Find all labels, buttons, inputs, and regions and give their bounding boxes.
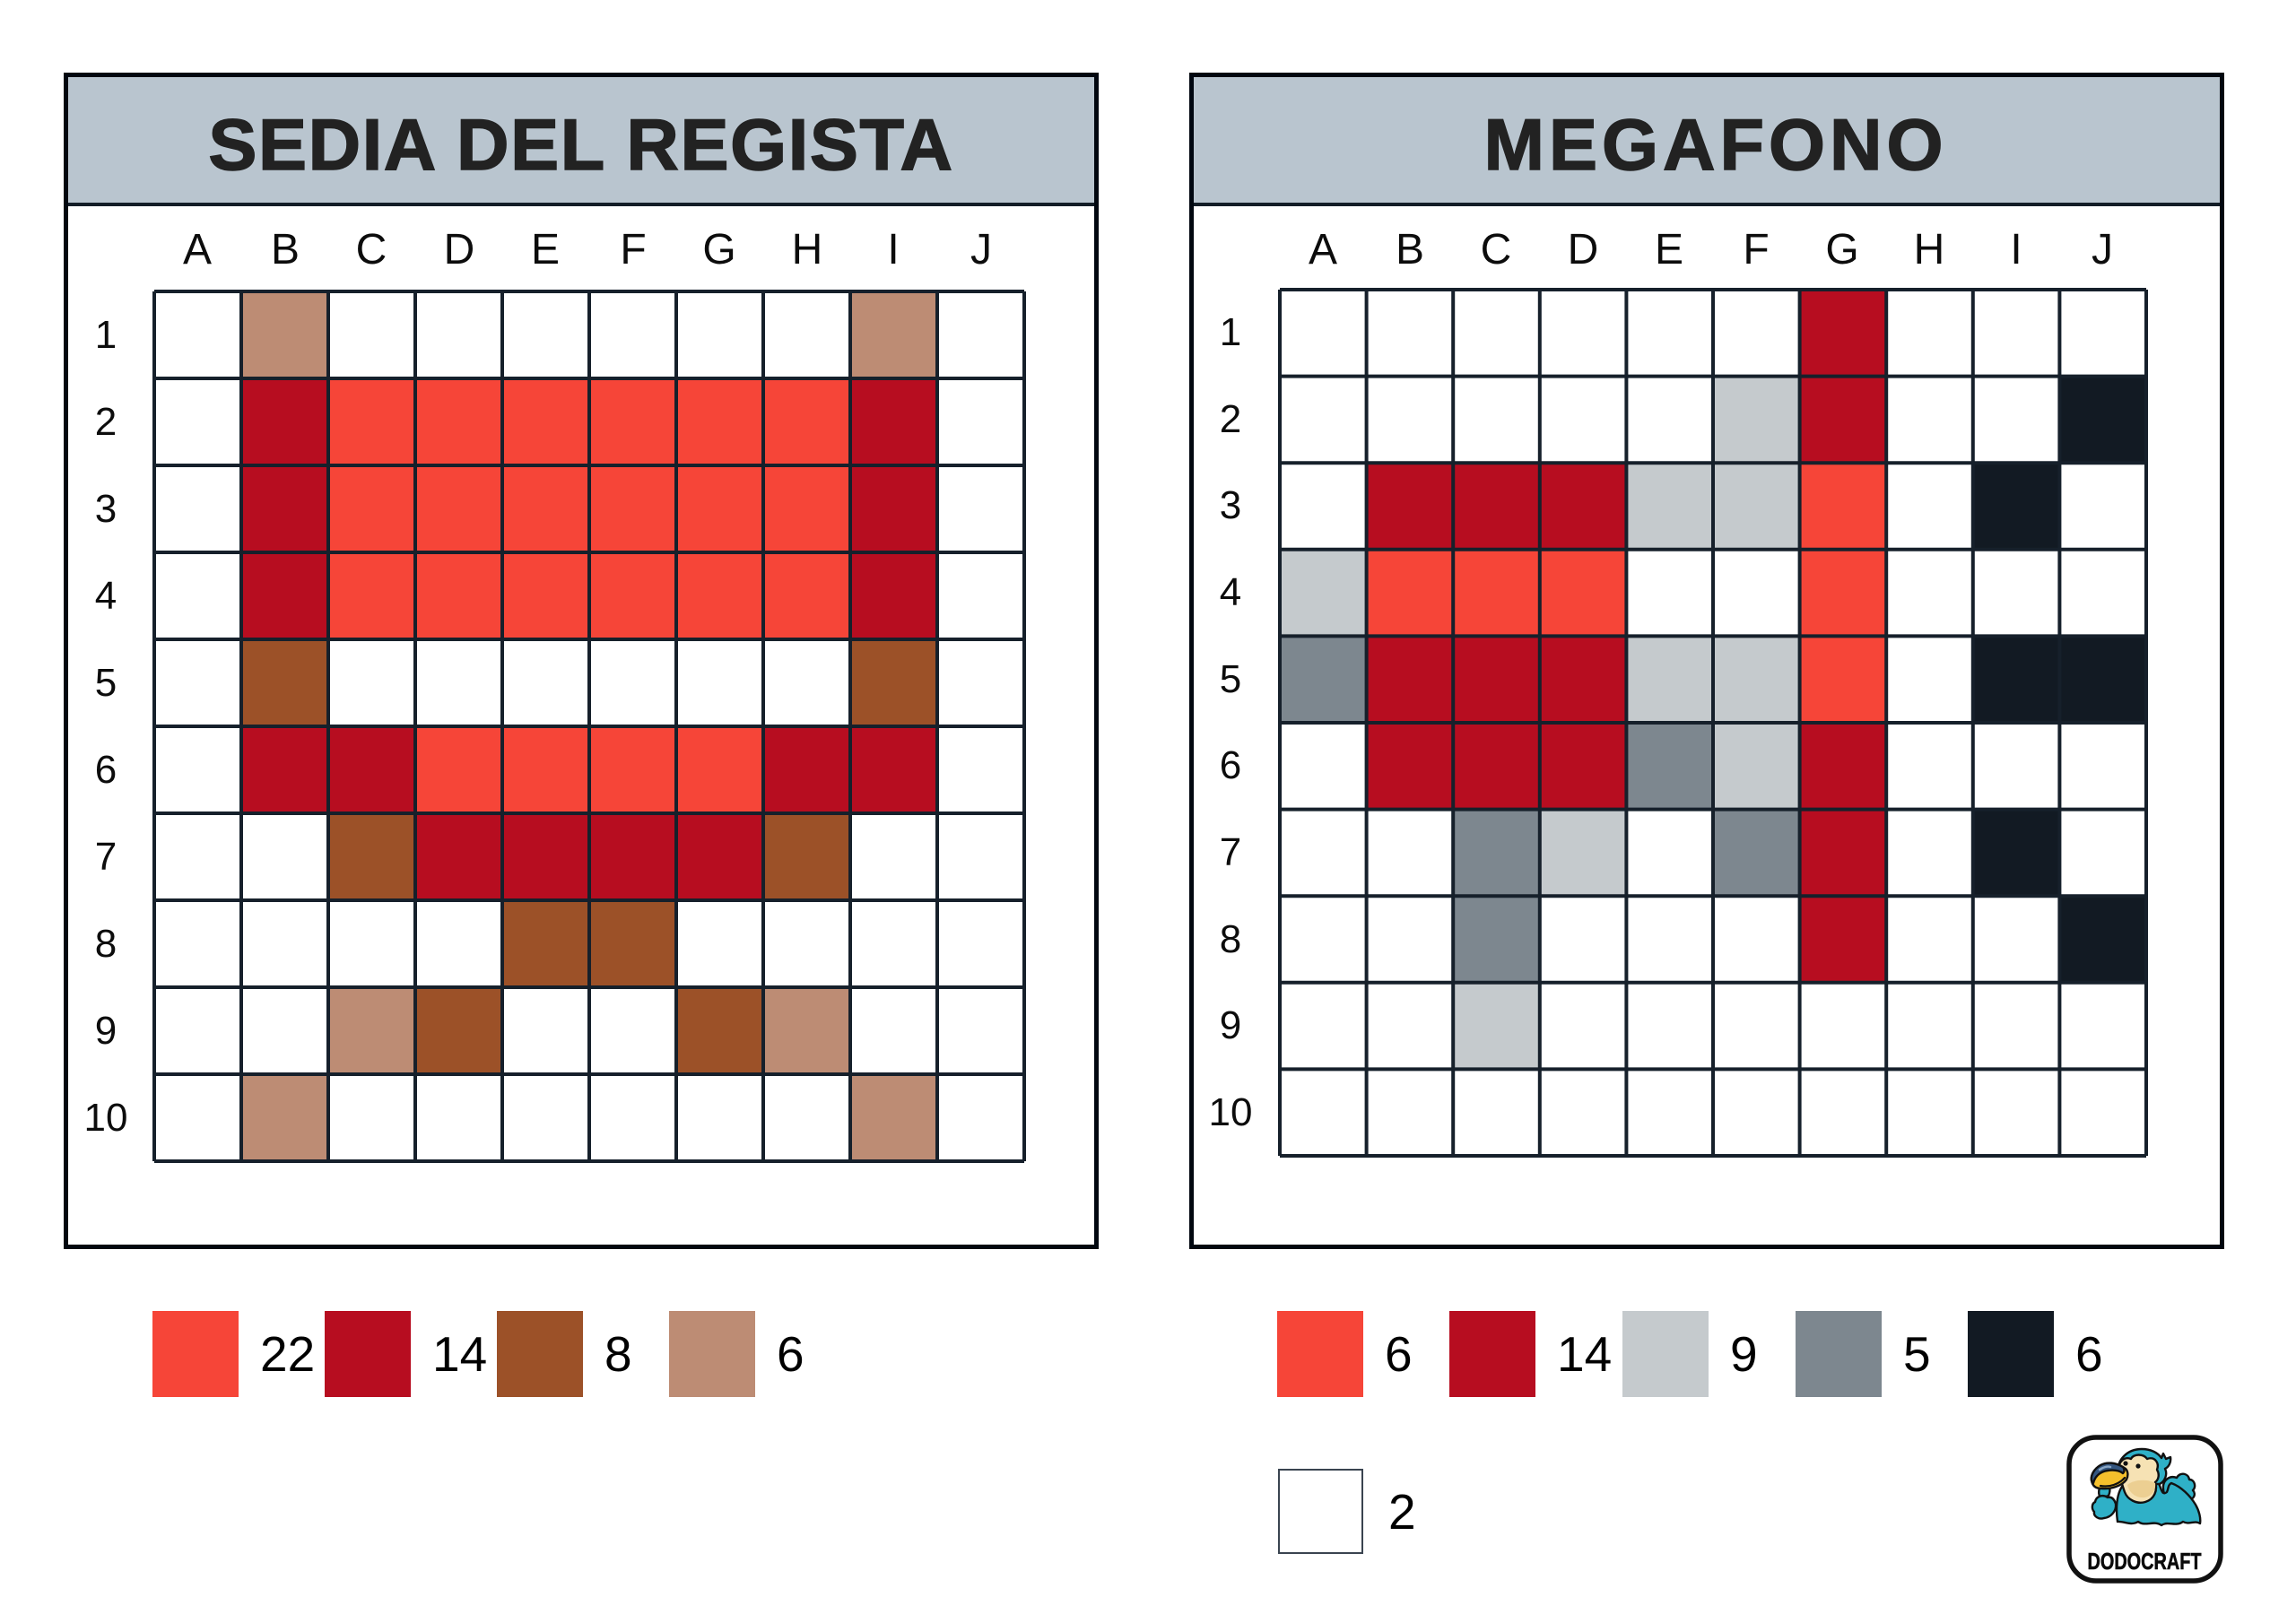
svg-text:DODOCRAFT: DODOCRAFT bbox=[2088, 1548, 2202, 1575]
